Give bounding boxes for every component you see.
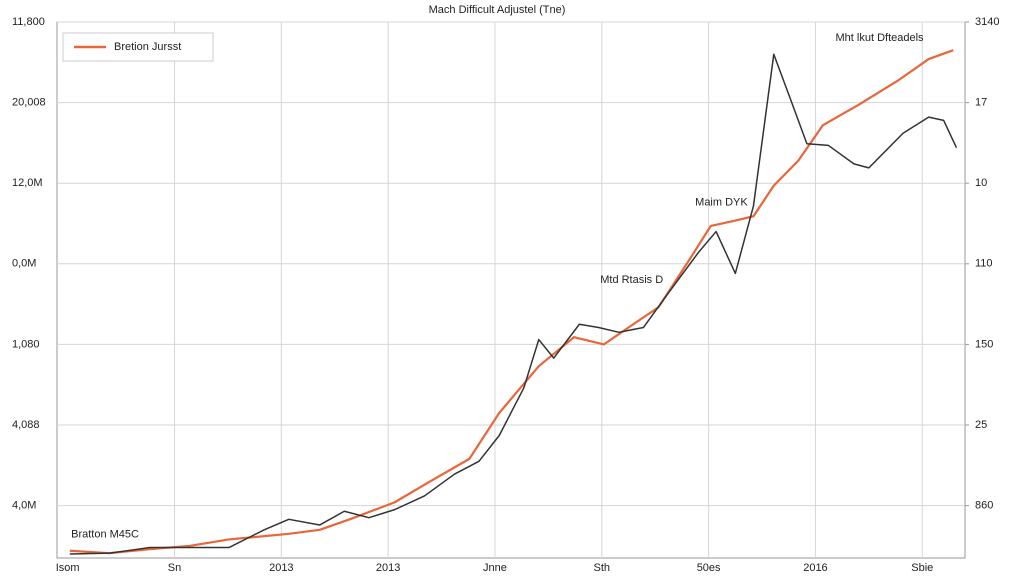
y2-tick-label: 3140 bbox=[975, 16, 999, 28]
annotation: Bratton M45C bbox=[71, 529, 139, 541]
x-tick-label: 2013 bbox=[269, 562, 293, 574]
x-tick-label: 2016 bbox=[803, 562, 827, 574]
x-tick-label: Sth bbox=[594, 562, 611, 574]
y-tick-label: 4,0M bbox=[12, 500, 36, 512]
y-tick-label: 4,088 bbox=[12, 419, 40, 431]
x-tick-label: Sn bbox=[168, 562, 181, 574]
x-tick-label: Sbie bbox=[911, 562, 933, 574]
y-tick-label: 12,0M bbox=[12, 177, 43, 189]
y2-tick-label: 25 bbox=[975, 419, 987, 431]
y-tick-label: 0,0M bbox=[12, 258, 36, 270]
legend-label: Bretion Jursst bbox=[114, 41, 181, 53]
x-tick-label: 2013 bbox=[376, 562, 400, 574]
data-line bbox=[69, 49, 954, 555]
y-tick-label: 20,008 bbox=[12, 97, 46, 109]
y-tick-label: 11,800 bbox=[12, 16, 45, 28]
y2-tick-label: 110 bbox=[975, 258, 993, 270]
y2-tick-label: 17 bbox=[975, 97, 987, 109]
x-tick-label: 50es bbox=[697, 562, 721, 574]
annotation: Mtd Rtasis D bbox=[600, 274, 663, 286]
y-tick-label: 1,080 bbox=[12, 338, 40, 350]
data-line bbox=[69, 53, 958, 555]
y2-tick-label: 10 bbox=[975, 177, 987, 189]
x-tick-label: Isom bbox=[56, 562, 80, 574]
y2-tick-label: 860 bbox=[975, 500, 993, 512]
y2-tick-label: 150 bbox=[975, 338, 993, 350]
chart-title: Mach Difficult Adjustel (Tne) bbox=[429, 4, 566, 16]
annotation: Maim DYK bbox=[695, 196, 748, 208]
annotation: Mht lkut Dfteadels bbox=[836, 32, 925, 44]
x-tick-label: Jnne bbox=[483, 562, 507, 574]
